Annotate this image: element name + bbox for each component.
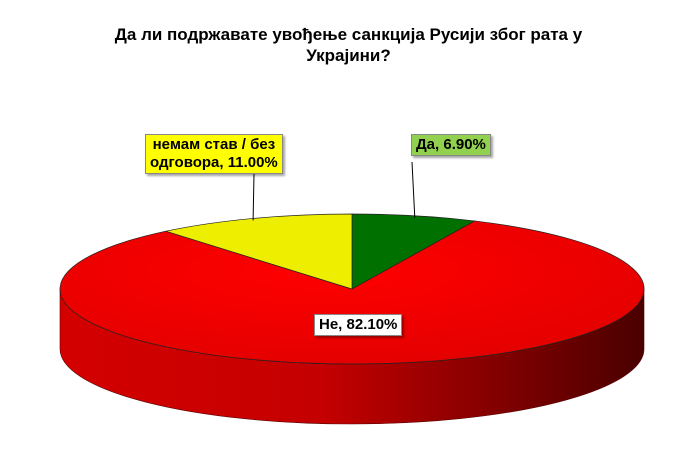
- data-label-no-opinion-line-1: немам став / без: [152, 136, 276, 153]
- data-label-no: Не, 82.10%: [314, 314, 403, 336]
- data-label-no-opinion-line-2: одговора, 11.00%: [150, 154, 278, 171]
- chart-title: Да ли подржавате увођење санкција Русији…: [0, 24, 697, 66]
- leader-line-neutral: [252, 173, 255, 221]
- leader-line-yes: [411, 161, 416, 218]
- data-label-yes: Да, 6.90%: [411, 134, 491, 156]
- pie-slice-no: [59, 220, 645, 365]
- data-label-no-opinion: немам став / без одговора, 11.00%: [145, 134, 283, 174]
- chart-title-line-2: Украјини?: [306, 46, 391, 65]
- chart-title-line-1: Да ли подржавате увођење санкција Русији…: [114, 25, 583, 44]
